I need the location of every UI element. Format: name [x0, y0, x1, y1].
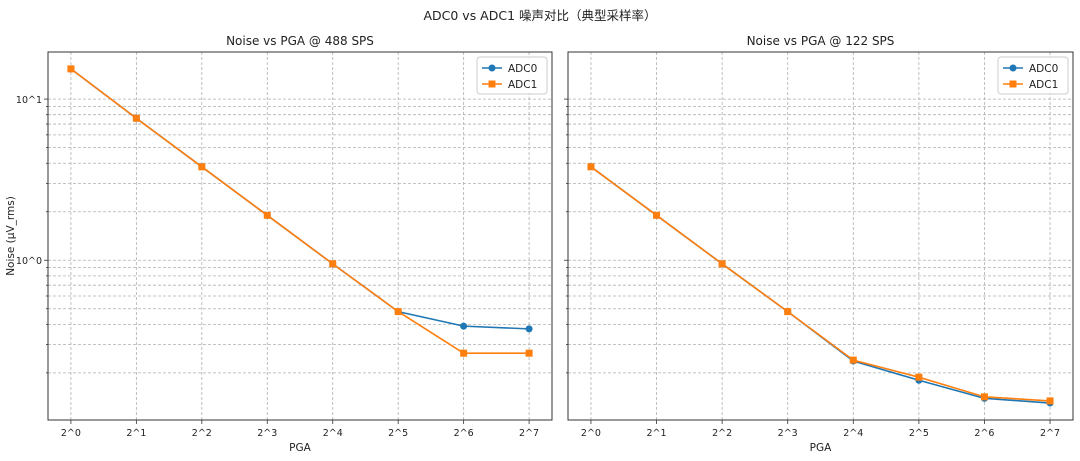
data-point-adc1	[525, 349, 533, 357]
y-tick-label: 10^0	[16, 256, 42, 267]
data-point-adc1	[67, 65, 75, 73]
data-point-adc1	[394, 308, 402, 316]
data-point-adc1	[198, 163, 206, 171]
x-tick-label: 2^5	[909, 428, 929, 439]
figure-suptitle: ADC0 vs ADC1 噪声对比（典型采样率）	[423, 8, 656, 23]
data-point-adc1	[653, 211, 661, 219]
data-point-adc1	[849, 356, 857, 364]
subplot-title: Noise vs PGA @ 122 SPS	[747, 34, 895, 48]
x-tick-label: 2^1	[647, 428, 667, 439]
legend: ADC0 ADC1	[997, 56, 1069, 95]
data-point-adc1	[263, 211, 271, 219]
x-axis-label: PGA	[810, 442, 832, 454]
x-tick-label: 2^2	[712, 428, 732, 439]
series-line-adc1	[590, 166, 1051, 402]
axes-frame	[567, 51, 1074, 421]
data-point-adc1	[132, 114, 140, 122]
data-point-adc1	[718, 260, 726, 268]
legend-marker	[488, 80, 496, 88]
data-point-adc1	[329, 260, 337, 268]
series-line-adc0	[70, 68, 530, 330]
series-line-adc1	[70, 68, 530, 354]
x-tick-label: 2^4	[323, 428, 343, 439]
legend-marker	[488, 64, 496, 72]
x-tick-label: 2^7	[1040, 428, 1060, 439]
x-tick-label: 2^0	[61, 428, 81, 439]
data-point-adc0	[460, 322, 468, 330]
x-tick-label: 2^6	[974, 428, 994, 439]
data-point-adc1	[784, 308, 792, 316]
y-axis-label: Noise (µV_rms)	[5, 196, 17, 276]
data-point-adc1	[980, 393, 988, 401]
legend-label: ADC1	[1029, 79, 1058, 91]
legend-marker	[1009, 64, 1017, 72]
subplot-1: 2^0 2^1 2^2 2^3 2^4 2^5 2^6 2^7 10^0 10^1 Noise vs…	[5, 34, 553, 454]
data-point-adc1	[587, 163, 595, 171]
legend: ADC0 ADC1	[476, 56, 548, 95]
subplot-title: Noise vs PGA @ 488 SPS	[226, 34, 374, 48]
data-point-adc1	[1046, 397, 1054, 405]
axes-frame	[47, 51, 553, 421]
x-tick-label: 2^6	[454, 428, 474, 439]
x-tick-label: 2^3	[778, 428, 798, 439]
subplot-2: 2^0 2^1 2^2 2^3 2^4 2^5 2^6 2^7 Noise vs PGA @ 1…	[564, 34, 1074, 454]
x-tick-label: 2^7	[519, 428, 539, 439]
legend-label: ADC0	[1029, 63, 1058, 75]
x-tick-label: 2^0	[581, 428, 601, 439]
legend-label: ADC1	[508, 79, 537, 91]
x-tick-label: 2^4	[843, 428, 863, 439]
x-axis-label: PGA	[289, 442, 311, 454]
x-tick-label: 2^2	[192, 428, 212, 439]
x-tick-label: 2^1	[126, 428, 146, 439]
x-tick-label: 2^5	[388, 428, 408, 439]
x-tick-label: 2^3	[257, 428, 277, 439]
legend-label: ADC0	[508, 63, 537, 75]
data-point-adc0	[525, 325, 533, 333]
legend-marker	[1009, 80, 1017, 88]
data-point-adc1	[460, 349, 468, 357]
data-point-adc1	[915, 373, 923, 381]
y-tick-label: 10^1	[16, 95, 42, 106]
